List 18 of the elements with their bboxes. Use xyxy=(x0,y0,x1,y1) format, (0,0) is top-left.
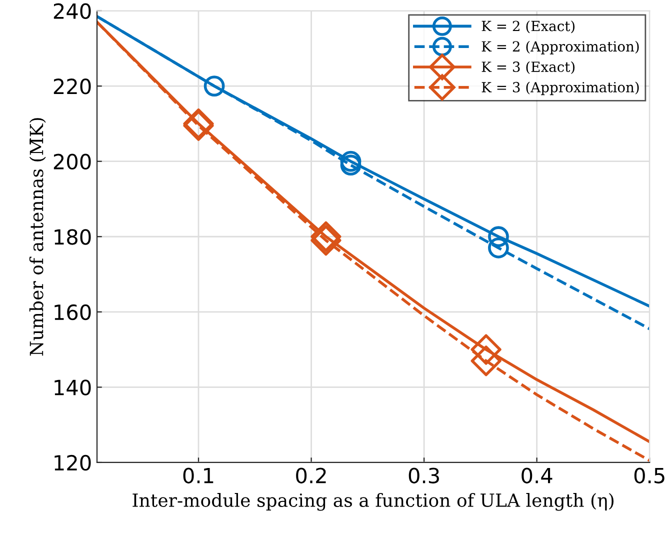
x-tick-label: 0.2 xyxy=(296,468,326,484)
x-tick-label: 0.5 xyxy=(634,468,664,484)
legend-label: K = 2 (Exact) xyxy=(482,20,575,34)
y-tick-label: 240 xyxy=(54,3,91,19)
y-tick-label: 120 xyxy=(54,454,91,471)
y-tick-label: 220 xyxy=(54,78,91,94)
y-axis-title: Number of antennas (M̄K) xyxy=(29,118,46,356)
legend-label: K = 3 (Exact) xyxy=(482,61,575,74)
legend-label: K = 2 (Approximation) xyxy=(482,40,639,54)
y-tick-label: 200 xyxy=(54,154,91,170)
x-tick-label: 0.4 xyxy=(522,468,552,484)
x-tick-label: 0.3 xyxy=(408,468,439,484)
y-tick-label: 180 xyxy=(54,229,91,245)
x-axis-title: Inter-module spacing as a function of ULA length (η) xyxy=(132,493,614,511)
x-tick-label: 0.1 xyxy=(183,468,214,484)
y-tick-label: 140 xyxy=(54,380,91,396)
legend-label: K = 3 (Approximation) xyxy=(482,82,639,96)
y-tick-label: 160 xyxy=(54,304,91,320)
